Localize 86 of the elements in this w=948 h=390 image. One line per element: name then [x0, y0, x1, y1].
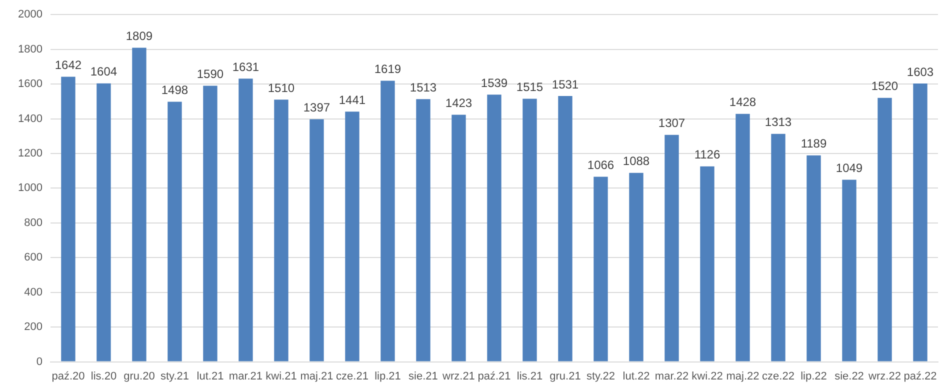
bar [842, 180, 856, 362]
data-label: 1189 [800, 136, 827, 151]
y-tick-label: 1600 [18, 78, 42, 90]
data-label: 1590 [196, 67, 224, 82]
bar [274, 100, 288, 362]
y-tick-label: 400 [24, 286, 42, 298]
bar [664, 134, 679, 362]
data-label: 1604 [90, 64, 118, 79]
data-label: 1513 [410, 80, 437, 94]
data-label: 1498 [161, 83, 188, 98]
bar [452, 114, 466, 362]
data-label: 1515 [516, 80, 544, 94]
bar [61, 76, 76, 362]
x-tick-label: kwi.21 [266, 370, 297, 382]
data-label: 1642 [54, 58, 82, 72]
bar [771, 134, 786, 362]
y-tick-label: 800 [24, 216, 42, 229]
x-tick-label: lut.21 [196, 370, 224, 382]
bar [878, 98, 892, 362]
y-tick-label: 0 [36, 356, 42, 368]
data-label: 1631 [232, 60, 260, 74]
data-label: 1088 [622, 154, 650, 168]
x-tick-label: wrz.21 [442, 370, 475, 382]
y-tick-label: 1400 [18, 112, 42, 125]
x-tick-label: sty.22 [586, 370, 616, 382]
bar [310, 119, 324, 362]
x-tick-label: sie.21 [408, 370, 438, 382]
x-tick-label: lis.20 [90, 370, 117, 382]
x-tick-label: lip.21 [374, 370, 401, 382]
x-tick-label: wrz.22 [868, 370, 901, 382]
x-tick-label: sie.22 [834, 370, 864, 382]
y-tick-label: 2000 [18, 8, 42, 21]
bar [96, 83, 111, 362]
bar [168, 102, 182, 362]
data-label: 1313 [764, 115, 792, 130]
bar [700, 166, 714, 362]
bar [416, 99, 430, 362]
y-tick-label: 1000 [18, 182, 42, 194]
bar [487, 94, 502, 362]
data-label: 1539 [480, 76, 508, 90]
x-tick-label: gru.20 [124, 370, 155, 382]
y-tick-label: 600 [24, 252, 42, 264]
bar [203, 86, 218, 362]
y-tick-label: 1200 [18, 148, 42, 160]
data-label: 1049 [836, 161, 863, 176]
bar [558, 96, 572, 362]
x-tick-label: lip.22 [800, 370, 827, 382]
x-tick-label: maj.21 [300, 370, 334, 382]
x-tick-label: cze.21 [336, 370, 368, 382]
y-tick-label: 200 [24, 321, 42, 334]
x-tick-label: maj.22 [726, 370, 760, 382]
data-label: 1510 [268, 80, 295, 95]
data-label: 1428 [729, 95, 756, 110]
data-label: 1619 [374, 62, 402, 76]
bar [736, 114, 750, 362]
bar [380, 80, 395, 362]
bar [132, 48, 146, 362]
data-label: 1423 [445, 96, 472, 110]
x-tick-label: paź.21 [478, 370, 511, 382]
x-tick-label: gru.21 [550, 370, 581, 382]
data-label: 1307 [658, 116, 686, 130]
x-tick-label: mar.22 [654, 370, 689, 382]
x-tick-label: cze.22 [762, 370, 794, 382]
x-tick-label: paź.22 [904, 370, 937, 382]
bar [594, 176, 608, 362]
data-label: 1603 [906, 64, 934, 79]
bar [345, 112, 360, 362]
data-label: 1531 [552, 77, 579, 92]
x-tick-label: lis.21 [516, 370, 543, 382]
data-label: 1520 [871, 79, 898, 94]
x-tick-label: paź.20 [52, 370, 85, 382]
x-tick-label: mar.21 [228, 370, 263, 382]
data-label: 1397 [303, 100, 330, 115]
data-label: 1066 [587, 158, 614, 172]
bar [806, 155, 821, 362]
x-tick-label: kwi.22 [692, 370, 723, 382]
x-tick-label: sty.21 [160, 370, 189, 382]
data-label: 1126 [694, 148, 720, 162]
data-label: 1441 [338, 92, 366, 107]
bar [629, 172, 644, 362]
bar [238, 78, 253, 362]
y-tick-label: 1800 [18, 43, 42, 56]
bar [522, 98, 537, 362]
bar [913, 84, 928, 362]
x-tick-label: lut.22 [622, 370, 650, 382]
data-label: 1809 [126, 29, 153, 44]
